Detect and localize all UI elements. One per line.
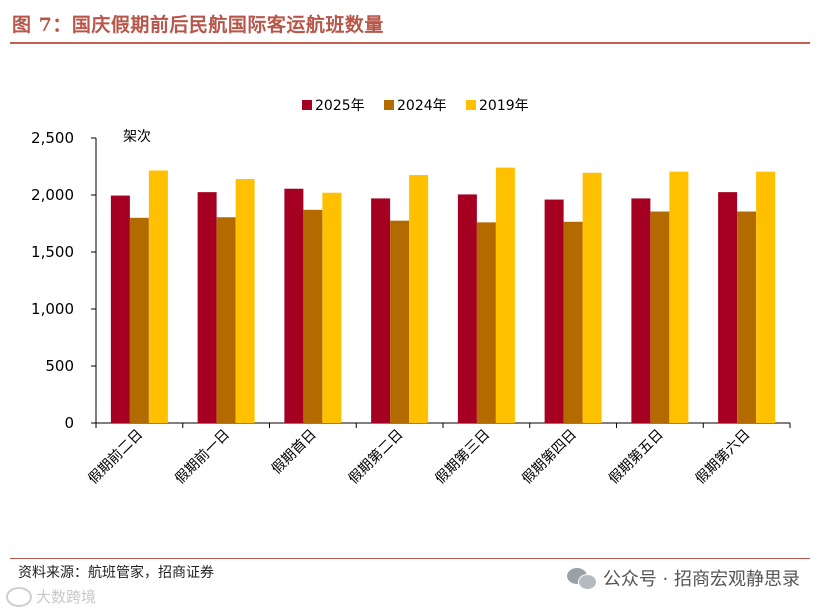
x-tick-label: 假期第三日: [432, 426, 494, 488]
bar-2024年: [303, 209, 323, 423]
bar-2019年: [756, 171, 776, 423]
bar-2025年: [718, 192, 738, 423]
x-tick-label: 假期第四日: [518, 426, 580, 488]
source-note: 资料来源：航班管家，招商证券: [18, 565, 214, 581]
bar-2024年: [563, 221, 583, 423]
bar-2024年: [476, 222, 496, 423]
bar-2019年: [235, 179, 255, 423]
x-tick-label: 假期首日: [269, 427, 320, 478]
legend-swatch: [302, 100, 312, 110]
bar-2025年: [631, 198, 651, 423]
bar-2024年: [216, 217, 236, 423]
x-tick-label: 假期第五日: [605, 426, 667, 488]
y-axis-label: 架次: [123, 129, 151, 145]
bar-2025年: [371, 198, 391, 423]
bar-2024年: [390, 220, 410, 423]
x-tick-label: 假期第二日: [345, 426, 407, 488]
bar-2024年: [129, 217, 149, 423]
y-tick-label: 2,500: [31, 129, 74, 147]
bar-2019年: [409, 175, 429, 423]
bar-2019年: [582, 172, 602, 423]
bar-2025年: [197, 192, 217, 423]
bar-2025年: [457, 194, 477, 423]
bar-2019年: [148, 170, 168, 423]
legend-swatch: [466, 100, 476, 110]
figure-title: 图 7：国庆假期前后民航国际客运航班数量: [12, 14, 384, 36]
legend-label: 2019年: [479, 98, 529, 114]
bar-2019年: [322, 192, 342, 423]
y-tick-label: 0: [64, 414, 74, 432]
x-tick-label: 假期前一日: [171, 426, 233, 488]
source-divider: [10, 558, 810, 559]
watermark: 公众号 · 招商宏观静思录: [566, 565, 800, 591]
stamp-text: 大数跨境: [36, 588, 97, 606]
y-tick-label: 1,000: [31, 300, 74, 318]
bar-2025年: [544, 199, 564, 423]
x-tick-label: 假期前二日: [85, 426, 147, 488]
wechat-icon: [566, 567, 597, 590]
x-tick-label: 假期第六日: [692, 426, 754, 488]
y-tick-label: 1,500: [31, 243, 74, 261]
y-tick-label: 2,000: [31, 186, 74, 204]
watermark-text: 公众号 · 招商宏观静思录: [602, 569, 800, 590]
legend-swatch: [384, 100, 394, 110]
bar-2019年: [495, 167, 515, 423]
y-tick-label: 500: [45, 357, 74, 375]
bar-2019年: [669, 171, 689, 423]
corner-stamp: 大数跨境: [6, 586, 96, 607]
legend-label: 2025年: [315, 98, 365, 114]
legend-label: 2024年: [397, 98, 447, 114]
bar-2025年: [110, 195, 130, 423]
bar-2024年: [737, 211, 757, 423]
bar-2025年: [284, 188, 304, 423]
bar-2024年: [650, 211, 670, 423]
stamp-logo-icon: [6, 586, 32, 607]
title-divider: [10, 42, 810, 44]
